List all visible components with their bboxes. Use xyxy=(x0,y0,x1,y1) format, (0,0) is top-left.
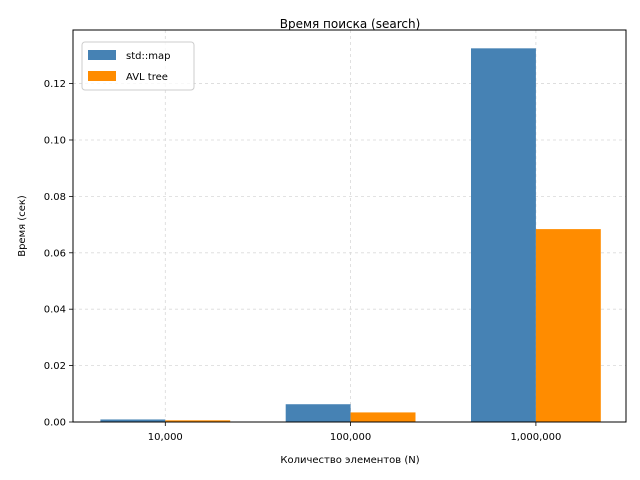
legend-swatch xyxy=(88,71,116,81)
legend-swatch xyxy=(88,50,116,60)
bars xyxy=(100,48,601,423)
y-tick-label: 0.06 xyxy=(44,248,66,259)
bar-std-map-1 xyxy=(285,404,351,422)
plot-frame xyxy=(72,29,627,423)
y-tick-label: 0.02 xyxy=(44,361,66,372)
bar-avl-tree-1 xyxy=(350,412,416,422)
y-tick-label: 0.00 xyxy=(44,418,66,429)
y-tick-label: 0.08 xyxy=(44,192,66,203)
x-axis-ticks: 10,000 100,000 1,000,000 xyxy=(148,422,561,443)
y-tick-label: 0.10 xyxy=(44,135,66,146)
legend-label: AVL tree xyxy=(126,72,168,83)
x-axis-title: Количество элементов (N) xyxy=(280,455,419,466)
y-axis-title: Время (сек) xyxy=(17,195,28,257)
y-tick-label: 0.04 xyxy=(44,305,66,316)
x-tick-label: 100,000 xyxy=(330,432,371,443)
bar-avl-tree-2 xyxy=(535,229,601,422)
bar-std-map-0 xyxy=(100,419,166,422)
x-tick-label: 1,000,000 xyxy=(510,432,561,443)
y-axis-ticks: 0.00 0.02 0.04 0.06 0.08 0.10 0.12 xyxy=(44,79,73,429)
bar-std-map-2 xyxy=(471,48,536,423)
legend-label: std::map xyxy=(126,51,170,62)
x-tick-label: 10,000 xyxy=(148,432,183,443)
chart-title: Время поиска (search) xyxy=(280,17,421,31)
bar-avl-tree-0 xyxy=(165,420,231,422)
y-tick-label: 0.12 xyxy=(44,79,66,90)
